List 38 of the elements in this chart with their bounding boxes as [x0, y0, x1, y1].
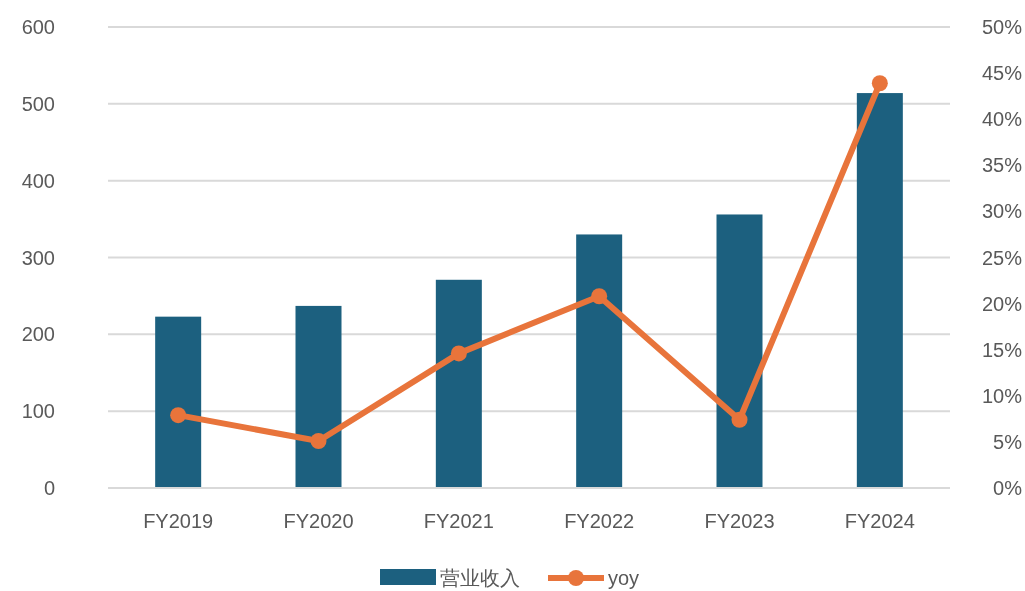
bar	[295, 305, 342, 488]
y2-tick-label: 35%	[981, 154, 1023, 177]
bar	[155, 316, 202, 488]
point	[310, 432, 327, 449]
y2-tick-label: 15%	[981, 338, 1023, 361]
y2-tick-label: 50%	[981, 16, 1023, 38]
point	[170, 407, 187, 424]
y2-tick-label: 5%	[993, 430, 1023, 453]
y-tick-label: 500	[21, 92, 55, 115]
y2-tick-label: 0%	[993, 477, 1023, 499]
point	[591, 288, 608, 305]
y2-tick-label: 10%	[981, 384, 1023, 407]
point	[450, 345, 467, 362]
x-tick-label: FY2019	[143, 510, 214, 532]
point	[731, 411, 748, 428]
x-tick-label: FY2021	[423, 510, 494, 532]
y-tick-label: 0	[43, 477, 55, 499]
y-tick-label: 100	[21, 400, 55, 423]
bar	[856, 93, 903, 488]
y2-tick-label: 40%	[981, 108, 1023, 131]
y-tick-label: 300	[21, 246, 55, 269]
y2-tick-label: 30%	[981, 200, 1023, 223]
x-tick-label: FY2024	[844, 510, 915, 532]
legend-label: 营业收入	[440, 567, 520, 589]
y2-tick-label: 20%	[981, 292, 1023, 315]
y-tick-label: 600	[21, 16, 55, 38]
x-tick-label: FY2023	[704, 510, 775, 532]
y-tick-label: 200	[21, 323, 55, 346]
y2-tick-label: 45%	[981, 62, 1023, 85]
bar	[435, 279, 482, 488]
bar	[716, 214, 763, 488]
legend-label: yoy	[608, 567, 640, 589]
bar	[576, 234, 623, 488]
y2-tick-label: 25%	[981, 246, 1023, 269]
x-tick-label: FY2022	[564, 510, 635, 532]
y-tick-label: 400	[21, 169, 55, 192]
x-tick-label: FY2020	[283, 510, 354, 532]
point	[871, 75, 888, 92]
